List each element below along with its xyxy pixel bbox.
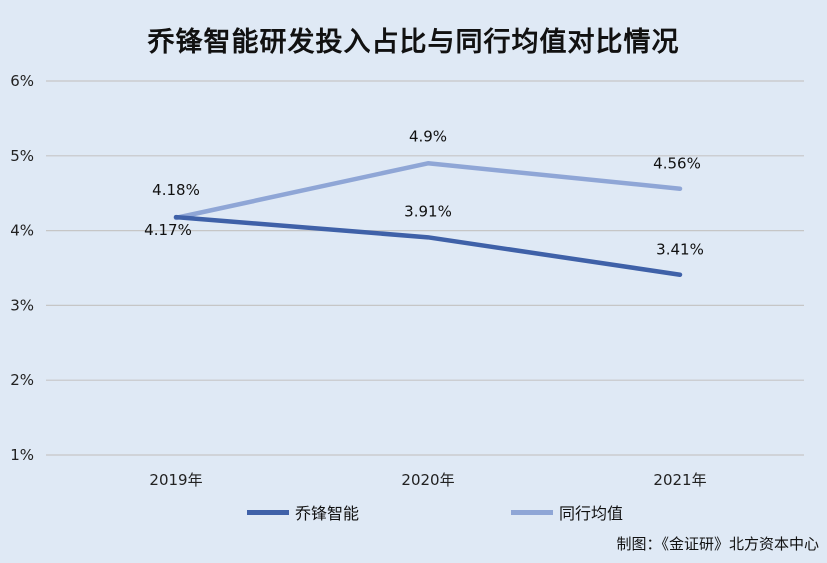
- series-line-1: [173, 161, 683, 221]
- legend-swatch-qiaofeng: [247, 509, 289, 515]
- data-label: 3.41%: [656, 241, 704, 259]
- x-tick-label: 2020年: [401, 471, 454, 489]
- data-label: 4.9%: [409, 127, 447, 145]
- source-note: 制图：《金证研》北方资本中心: [616, 535, 819, 553]
- x-tick-label: 2021年: [653, 471, 706, 489]
- data-label: 4.56%: [653, 155, 701, 173]
- legend: 乔锋智能 同行均值: [0, 500, 827, 524]
- x-tick-label: 2019年: [149, 471, 202, 489]
- y-tick-label: 3%: [10, 296, 34, 314]
- series-line-0: [173, 214, 683, 277]
- y-tick-label: 2%: [10, 371, 34, 389]
- legend-label-peer-average: 同行均值: [559, 504, 624, 523]
- chart-title: 乔锋智能研发投入占比与同行均值对比情况: [147, 27, 680, 58]
- data-label: 3.91%: [404, 202, 452, 220]
- y-tick-label: 4%: [10, 222, 34, 240]
- legend-label-qiaofeng: 乔锋智能: [295, 504, 360, 523]
- data-label: 4.17%: [144, 221, 192, 239]
- data-label: 4.18%: [152, 181, 200, 199]
- legend-swatch-peer-average: [511, 509, 553, 515]
- y-tick-label: 1%: [10, 446, 34, 464]
- legend-item-peer-average: 同行均值: [511, 500, 623, 524]
- y-tick-label: 5%: [10, 147, 34, 165]
- y-tick-label: 6%: [10, 72, 34, 90]
- legend-item-qiaofeng: 乔锋智能: [247, 500, 359, 524]
